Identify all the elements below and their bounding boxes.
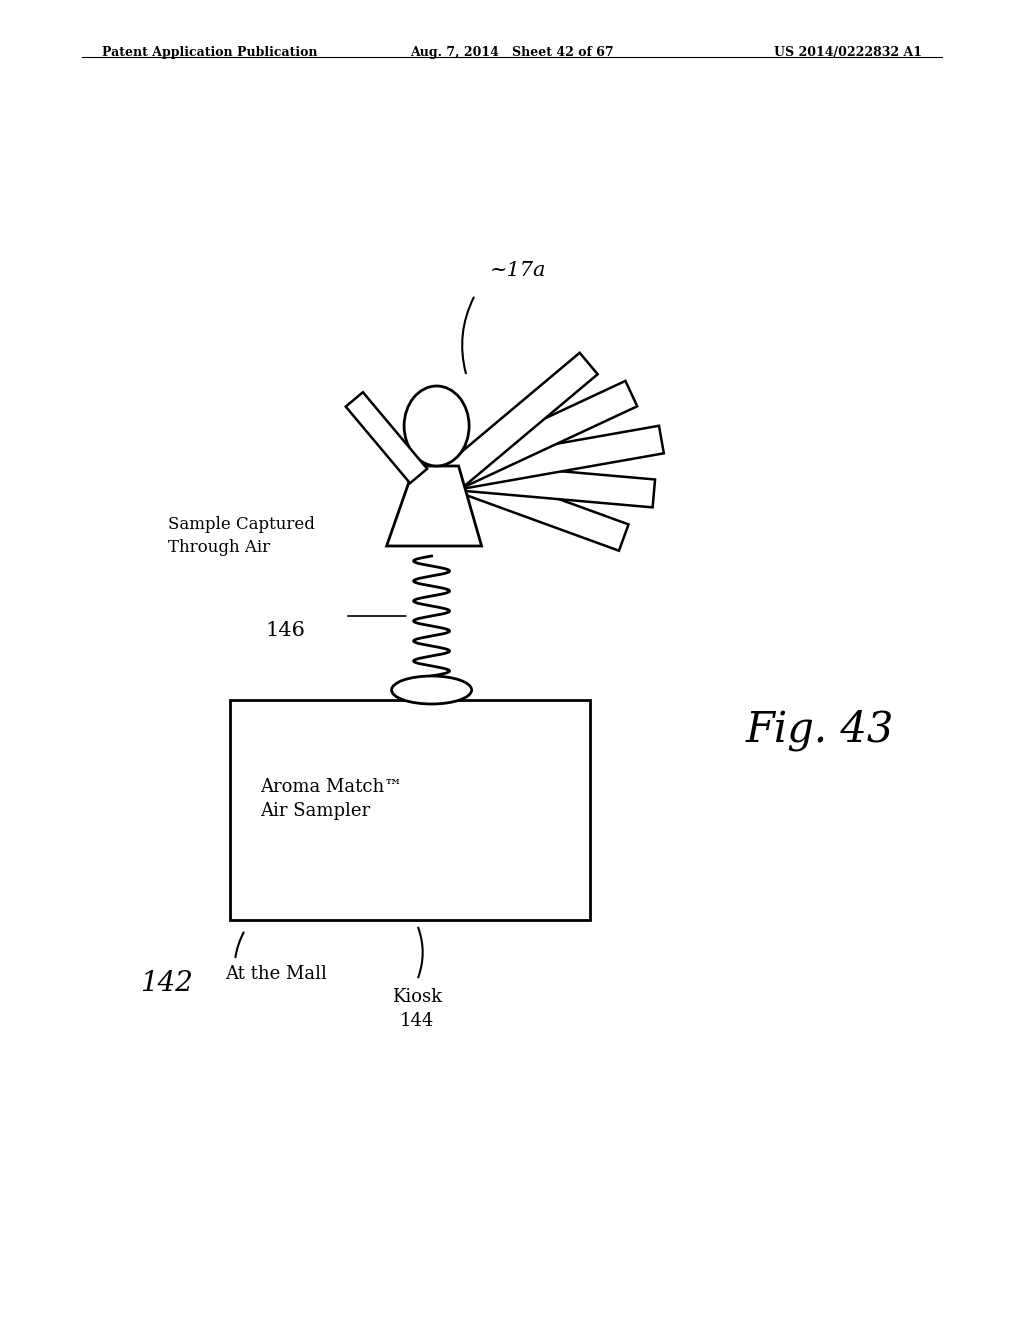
Bar [230, 700, 590, 920]
Text: 144: 144 [400, 1012, 434, 1030]
Text: ~17a: ~17a [490, 261, 547, 280]
Text: US 2014/0222832 A1: US 2014/0222832 A1 [773, 46, 922, 59]
Text: Kiosk: Kiosk [392, 987, 442, 1006]
Polygon shape [445, 352, 598, 487]
Text: Patent Application Publication: Patent Application Publication [102, 46, 317, 59]
Polygon shape [454, 462, 655, 507]
Polygon shape [346, 392, 427, 483]
Text: Aug. 7, 2014   Sheet 42 of 67: Aug. 7, 2014 Sheet 42 of 67 [411, 46, 613, 59]
Text: Fig. 43: Fig. 43 [745, 709, 894, 751]
Text: At the Mall: At the Mall [225, 965, 327, 983]
Polygon shape [449, 381, 637, 488]
Ellipse shape [391, 676, 472, 704]
Text: Sample Captured
Through Air: Sample Captured Through Air [168, 516, 314, 556]
Polygon shape [387, 466, 481, 546]
Polygon shape [450, 463, 629, 550]
Text: 146: 146 [265, 620, 305, 640]
Polygon shape [453, 426, 664, 490]
Text: 142: 142 [140, 970, 193, 997]
Ellipse shape [404, 385, 469, 466]
Text: Aroma Match™
Air Sampler: Aroma Match™ Air Sampler [260, 777, 402, 821]
